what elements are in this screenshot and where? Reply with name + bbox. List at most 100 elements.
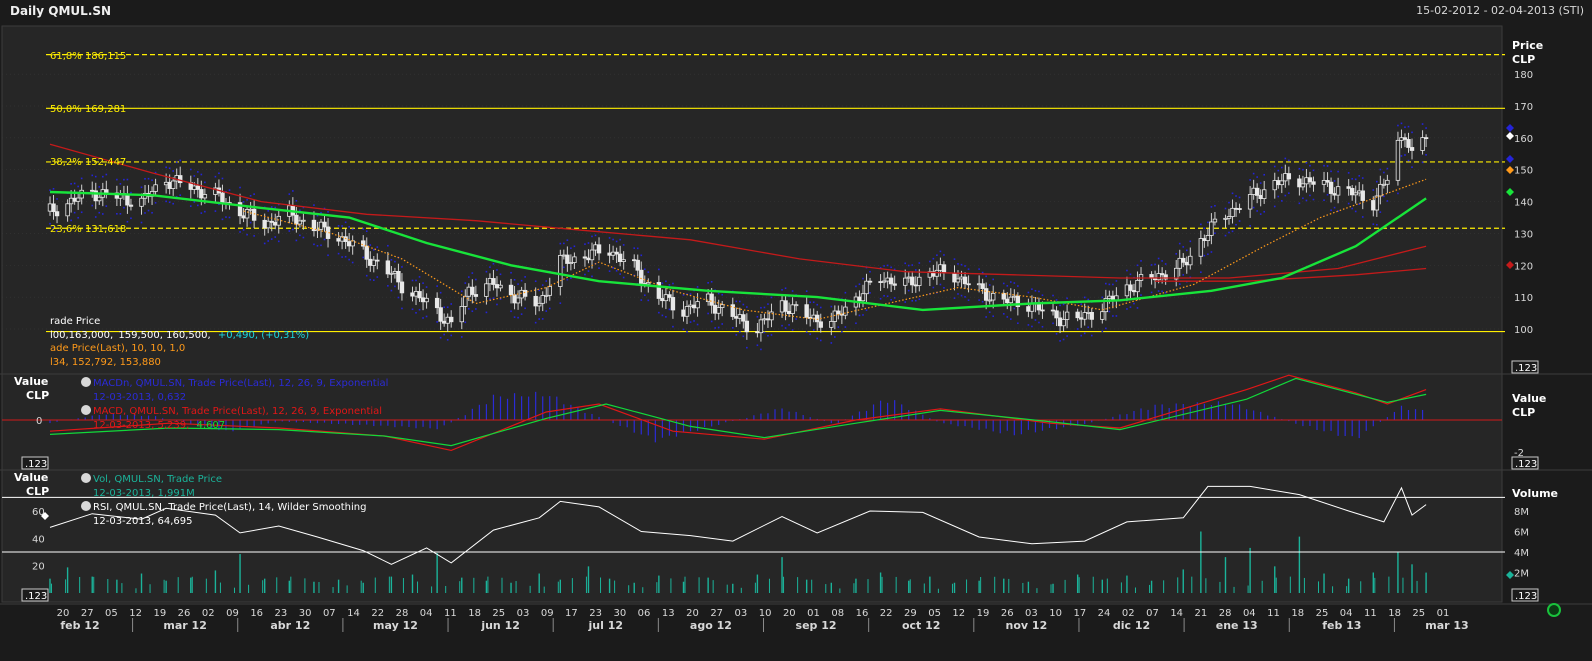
candle-body bbox=[389, 272, 394, 275]
envelope-dot bbox=[1062, 303, 1065, 306]
price-scale-box[interactable] bbox=[1511, 360, 1539, 374]
envelope-dot bbox=[130, 191, 132, 194]
candle-body bbox=[470, 286, 475, 295]
candle-body bbox=[1276, 180, 1281, 186]
candle-body bbox=[1128, 284, 1133, 291]
envelope-dot bbox=[587, 242, 590, 244]
envelope-dot bbox=[862, 314, 864, 316]
envelope-dot bbox=[869, 292, 871, 294]
candle-body bbox=[220, 192, 225, 204]
envelope-dot bbox=[239, 231, 241, 233]
candle-body bbox=[917, 276, 922, 286]
envelope-dot bbox=[1108, 310, 1111, 313]
candle-body bbox=[829, 321, 834, 328]
marker-diamond-icon bbox=[1506, 124, 1514, 132]
candle-body bbox=[1156, 273, 1161, 281]
envelope-dot bbox=[819, 306, 822, 309]
candle-body bbox=[617, 253, 623, 262]
candle-body bbox=[769, 311, 774, 321]
envelope-dot bbox=[460, 290, 463, 293]
envelope-dot bbox=[865, 309, 868, 311]
rsi-tick-label: 60 bbox=[32, 507, 45, 518]
legend-vol-title: Vol, QMUL.SN, Trade Price bbox=[93, 474, 222, 485]
envelope-dot bbox=[397, 296, 400, 299]
envelope-dot bbox=[277, 240, 280, 243]
envelope-dot bbox=[622, 276, 625, 279]
candle-body bbox=[688, 304, 693, 307]
candle-body bbox=[1198, 238, 1204, 257]
macd-left-scale-box-label: .123 bbox=[25, 459, 47, 470]
candle-body bbox=[730, 304, 735, 317]
candle-body bbox=[565, 254, 570, 264]
envelope-dot bbox=[1337, 170, 1339, 173]
candle-body bbox=[765, 318, 771, 321]
envelope-dot bbox=[193, 201, 196, 203]
candle-body bbox=[783, 300, 788, 312]
rsi-scale-box[interactable] bbox=[21, 588, 49, 602]
candle-body bbox=[399, 281, 405, 294]
x-day-tick-label: 28 bbox=[396, 608, 409, 619]
candle-body bbox=[1307, 177, 1313, 183]
envelope-dot bbox=[584, 243, 586, 245]
chart-canvas[interactable]: 20 27 05 12 19 26 02 09 16 23 30 07 14 22 28 04 11 18 25 03… bbox=[0, 24, 1592, 661]
envelope-dot bbox=[767, 334, 769, 337]
envelope-dot bbox=[608, 237, 611, 239]
envelope-dot bbox=[123, 178, 125, 181]
x-day-tick-label: 27 bbox=[81, 608, 94, 619]
envelope-dot bbox=[1157, 290, 1160, 292]
candle-body bbox=[1086, 311, 1091, 314]
envelope-dot bbox=[548, 307, 551, 310]
envelope-dot bbox=[911, 300, 914, 302]
envelope-dot bbox=[1189, 276, 1192, 279]
chart-title: Daily QMUL.SN bbox=[10, 4, 112, 18]
envelope-dot bbox=[1411, 131, 1413, 134]
candle-body bbox=[1395, 139, 1401, 181]
macd-right-scale-box[interactable] bbox=[1511, 456, 1539, 470]
candle-body bbox=[1378, 183, 1383, 197]
envelope-dot bbox=[1231, 192, 1234, 195]
status-indicator-icon[interactable] bbox=[1547, 603, 1561, 617]
envelope-dot bbox=[834, 336, 836, 338]
legend-toggle-icon[interactable] bbox=[81, 473, 91, 483]
volume-tick-label: 6M bbox=[1514, 528, 1529, 539]
envelope-dot bbox=[879, 267, 882, 269]
legend-toggle-icon[interactable] bbox=[81, 501, 91, 511]
envelope-dot bbox=[742, 335, 745, 338]
envelope-dot bbox=[689, 321, 692, 323]
envelope-dot bbox=[1182, 246, 1185, 248]
envelope-dot bbox=[1400, 155, 1403, 157]
envelope-dot bbox=[541, 284, 544, 286]
legend-toggle-icon[interactable] bbox=[81, 405, 91, 415]
envelope-dot bbox=[246, 233, 248, 236]
candle-body bbox=[336, 238, 341, 242]
envelope-dot bbox=[372, 248, 375, 251]
macd-left-scale-box[interactable] bbox=[21, 456, 49, 470]
envelope-dot bbox=[172, 202, 174, 205]
candle-body bbox=[199, 189, 204, 199]
envelope-dot bbox=[1372, 223, 1375, 225]
candle-body bbox=[1357, 190, 1362, 194]
candle-body bbox=[346, 241, 352, 247]
volume-scale-box[interactable] bbox=[1511, 588, 1539, 602]
envelope-dot bbox=[1386, 167, 1389, 170]
candle-body bbox=[420, 297, 426, 303]
candle-body bbox=[276, 215, 281, 226]
envelope-dot bbox=[204, 181, 206, 184]
x-day-tick-label: 04 bbox=[420, 608, 433, 619]
candle-body bbox=[533, 295, 538, 307]
envelope-dot bbox=[668, 308, 671, 311]
rsi-tick-label: 40 bbox=[32, 534, 45, 545]
envelope-dot bbox=[1425, 127, 1427, 129]
envelope-dot bbox=[643, 294, 646, 297]
envelope-dot bbox=[323, 238, 326, 241]
legend-toggle-icon[interactable] bbox=[81, 377, 91, 387]
envelope-dot bbox=[1010, 281, 1012, 283]
candle-body bbox=[202, 194, 208, 199]
envelope-dot bbox=[918, 298, 921, 301]
x-day-tick-label: 12 bbox=[952, 608, 965, 619]
envelope-dot bbox=[1059, 340, 1061, 342]
envelope-dot bbox=[883, 294, 885, 297]
envelope-dot bbox=[372, 279, 375, 281]
candle-body bbox=[1406, 139, 1411, 148]
envelope-dot bbox=[1112, 283, 1114, 286]
